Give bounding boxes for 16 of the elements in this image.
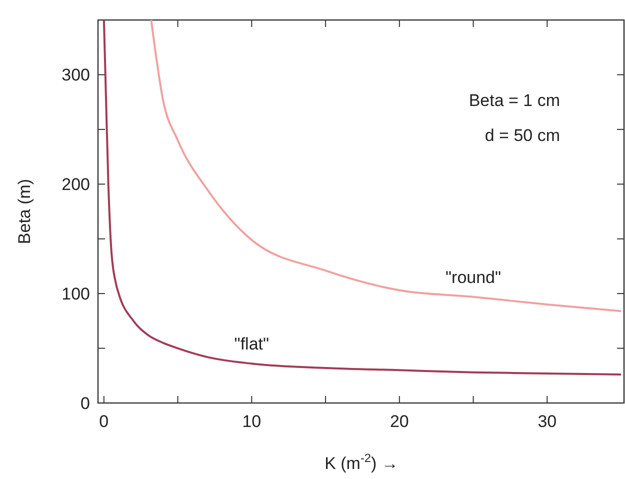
y-tick-label: 200 [62,175,90,194]
x-tick-label: 10 [242,412,262,431]
series-label: "round" [446,268,502,287]
y-axis-title: Beta (m) [15,178,34,244]
line-series [102,19,622,376]
y-tick-label: 0 [80,394,90,413]
line-series [150,19,622,312]
y-tick-label: 300 [62,66,90,85]
x-axis-title: K (m$^{-2}$) → [324,451,398,473]
series-label: "flat" [234,334,270,354]
annotation: Beta = 1 cm [468,91,560,110]
x-tick-label: 30 [538,412,557,431]
annotation: d = 50 cm [484,126,560,145]
y-tick-label: 100 [62,284,90,304]
x-tick-label: 20 [390,412,409,431]
x-tick-label: 0 [99,412,109,431]
